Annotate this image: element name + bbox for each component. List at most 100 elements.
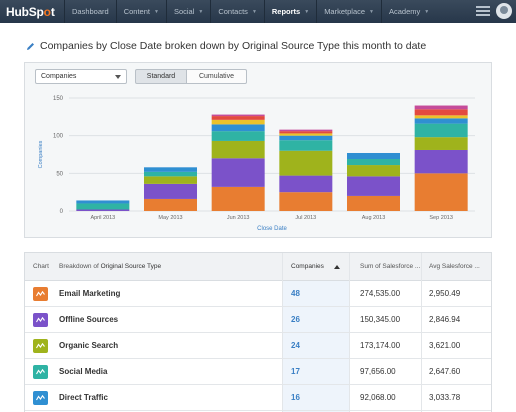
x-tick-label: Jun 2013 xyxy=(227,215,250,221)
table-row[interactable]: Social Media 17 97,656.00 2,647.60 xyxy=(25,359,491,385)
bar-segment[interactable] xyxy=(211,140,265,159)
row-companies[interactable]: 26 xyxy=(291,315,300,324)
line-chart-icon[interactable] xyxy=(33,391,48,405)
line-chart-icon[interactable] xyxy=(33,313,48,327)
bar-segment[interactable] xyxy=(279,150,333,176)
chevron-down-icon: ▼ xyxy=(369,8,374,15)
nav-item-marketplace[interactable]: Marketplace ▼ xyxy=(316,0,381,23)
bar-segment[interactable] xyxy=(144,183,197,199)
bar-segment[interactable] xyxy=(347,152,400,160)
cumulative-view-button[interactable]: Cumulative xyxy=(187,69,247,84)
table-row[interactable]: Email Marketing 48 274,535.00 2,950.49 xyxy=(25,281,491,307)
bar-segment[interactable] xyxy=(279,192,333,211)
stacked-bar-chart: 0 50 100 150 Companies April 2013 May 2013 Jun … xyxy=(38,96,475,232)
chevron-down-icon: ▼ xyxy=(153,8,159,15)
column-divider xyxy=(349,253,350,412)
bar-segment[interactable] xyxy=(144,198,197,211)
row-avg: 2,846.94 xyxy=(429,315,461,324)
breakdown-table: Chart Breakdown of Original Source Type … xyxy=(24,252,492,412)
menu-icon[interactable] xyxy=(476,6,490,16)
bar-segment[interactable] xyxy=(279,133,333,136)
row-companies[interactable]: 17 xyxy=(291,367,300,376)
line-chart-icon[interactable] xyxy=(33,287,48,301)
bar-segment[interactable] xyxy=(347,165,400,177)
bar-segment[interactable] xyxy=(144,171,197,177)
nav-item-social[interactable]: Social ▼ xyxy=(165,0,210,23)
pencil-icon[interactable] xyxy=(26,42,35,51)
bar-segment[interactable] xyxy=(211,158,265,187)
bar-segment[interactable] xyxy=(279,140,333,151)
table-row[interactable]: Offline Sources 26 150,345.00 2,846.94 xyxy=(25,307,491,333)
bar-segment[interactable] xyxy=(414,149,468,174)
line-chart-icon[interactable] xyxy=(33,339,48,353)
bar-segment[interactable] xyxy=(279,131,333,134)
table-body: Email Marketing 48 274,535.00 2,950.49 Offli… xyxy=(25,281,491,411)
y-tick-label: 0 xyxy=(60,209,64,215)
bar-segment[interactable] xyxy=(347,159,400,166)
bar-segment[interactable] xyxy=(414,105,468,110)
row-companies[interactable]: 16 xyxy=(291,393,300,402)
row-companies[interactable]: 48 xyxy=(291,289,300,298)
nav-right xyxy=(476,3,512,19)
nav-item-content[interactable]: Content ▼ xyxy=(115,0,166,23)
header-breakdown[interactable]: Breakdown of Original Source Type xyxy=(59,263,162,270)
row-avg: 3,033.78 xyxy=(429,393,461,402)
bar-segment[interactable] xyxy=(347,176,400,196)
hubspot-logo[interactable]: HubSpot xyxy=(6,4,55,19)
y-axis-label: Companies xyxy=(38,140,44,168)
column-divider xyxy=(282,253,283,412)
view-toggle: Standard Cumulative xyxy=(135,69,247,84)
bar-segment[interactable] xyxy=(279,175,333,193)
bar-segment[interactable] xyxy=(144,167,197,172)
bar-segment[interactable] xyxy=(414,173,468,211)
x-tick-label: May 2013 xyxy=(158,215,182,221)
x-axis-label: Close Date xyxy=(257,226,287,232)
bar-segment[interactable] xyxy=(211,131,265,141)
bar-segment[interactable] xyxy=(347,195,400,211)
row-sum: 150,345.00 xyxy=(360,315,401,324)
page-title: Companies by Close Date broken down by O… xyxy=(40,40,427,52)
header-sum[interactable]: Sum of Salesforce ... xyxy=(360,263,421,270)
header-companies[interactable]: Companies xyxy=(291,253,340,280)
bar-segment[interactable] xyxy=(211,186,265,211)
bar-segment[interactable] xyxy=(279,129,333,132)
nav-item-academy[interactable]: Academy ▼ xyxy=(381,0,436,23)
bar-segment[interactable] xyxy=(211,119,265,125)
bar-segment[interactable] xyxy=(211,124,265,132)
chevron-down-icon: ▼ xyxy=(424,8,430,15)
main-nav: Dashboard Content ▼ Social ▼ Contacts ▼ Reports… xyxy=(64,0,436,23)
bar-segment[interactable] xyxy=(211,114,265,117)
bar-segment[interactable] xyxy=(211,116,265,120)
header-avg[interactable]: Avg Salesforce ... xyxy=(429,263,480,270)
chevron-down-icon xyxy=(115,75,121,79)
nav-item-contacts[interactable]: Contacts ▼ xyxy=(210,0,264,23)
bar-segment[interactable] xyxy=(144,176,197,184)
table-row[interactable]: Direct Traffic 16 92,068.00 3,033.78 xyxy=(25,385,491,411)
bar-segment[interactable] xyxy=(414,118,468,124)
line-chart-icon[interactable] xyxy=(33,365,48,379)
bar-segment[interactable] xyxy=(76,203,130,210)
metric-select[interactable]: Companies xyxy=(35,69,127,84)
bar-segment[interactable] xyxy=(76,209,130,211)
row-avg: 2,647.60 xyxy=(429,367,461,376)
row-sum: 97,656.00 xyxy=(360,367,396,376)
nav-item-reports[interactable]: Reports ▼ xyxy=(263,0,316,23)
avatar[interactable] xyxy=(496,3,512,19)
x-tick-label: Jul 2013 xyxy=(295,215,316,221)
y-tick-label: 150 xyxy=(53,96,64,102)
bar-segment[interactable] xyxy=(76,200,130,204)
x-tick-label: Sep 2013 xyxy=(429,215,453,221)
chevron-down-icon: ▼ xyxy=(304,8,310,15)
standard-view-button[interactable]: Standard xyxy=(135,69,187,84)
table-row[interactable]: Organic Search 24 173,174.00 3,621.00 xyxy=(25,333,491,359)
bar-segment[interactable] xyxy=(414,137,468,150)
row-sum: 92,068.00 xyxy=(360,393,396,402)
bar-segment[interactable] xyxy=(414,123,468,138)
header-chart: Chart xyxy=(33,263,49,270)
row-companies[interactable]: 24 xyxy=(291,341,300,350)
nav-item-dashboard[interactable]: Dashboard xyxy=(64,0,116,23)
bar-segment[interactable] xyxy=(414,109,468,116)
row-source-name: Email Marketing xyxy=(59,289,121,298)
bar-segment[interactable] xyxy=(279,135,333,141)
bar-segment[interactable] xyxy=(414,115,468,119)
